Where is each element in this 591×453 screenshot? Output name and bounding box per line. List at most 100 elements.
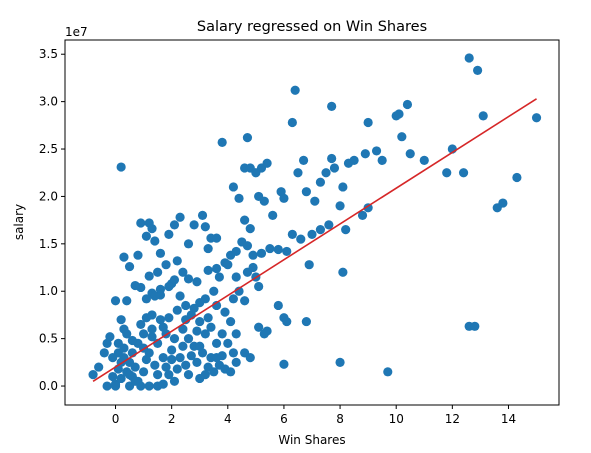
data-point xyxy=(141,294,151,304)
data-point xyxy=(338,267,348,277)
data-point xyxy=(321,168,331,178)
data-point xyxy=(217,351,227,361)
data-point xyxy=(442,168,452,178)
data-point xyxy=(254,322,264,332)
data-point xyxy=(245,352,255,363)
data-point xyxy=(470,321,480,331)
data-point xyxy=(116,162,126,172)
data-point xyxy=(531,113,542,123)
data-point xyxy=(169,220,180,230)
data-point xyxy=(349,155,359,166)
data-point xyxy=(189,220,199,230)
data-point xyxy=(155,315,166,325)
data-point xyxy=(108,371,118,382)
data-point xyxy=(211,338,222,348)
data-point xyxy=(242,267,253,277)
data-point xyxy=(138,367,149,377)
data-point xyxy=(183,274,194,284)
data-point xyxy=(186,351,196,361)
data-point xyxy=(102,381,112,391)
data-point xyxy=(397,132,407,142)
y-tick-label: 0.0 xyxy=(39,379,58,393)
x-tick-label: 8 xyxy=(336,412,344,426)
data-point xyxy=(298,155,309,166)
x-tick-label: 4 xyxy=(224,412,232,426)
x-tick-label: 6 xyxy=(280,412,288,426)
data-point xyxy=(124,370,135,380)
data-point xyxy=(211,233,222,243)
data-point xyxy=(192,357,202,367)
data-point xyxy=(473,65,483,75)
data-point xyxy=(498,198,508,208)
data-point xyxy=(220,307,230,317)
data-point xyxy=(178,267,188,277)
data-point xyxy=(158,379,168,389)
data-point xyxy=(116,315,126,325)
y-tick-label: 3.0 xyxy=(39,95,58,109)
data-point xyxy=(279,193,289,203)
data-point xyxy=(324,220,334,230)
data-point xyxy=(231,329,241,339)
data-point xyxy=(304,260,314,270)
data-point xyxy=(310,196,320,206)
data-point xyxy=(200,222,210,232)
data-point xyxy=(183,239,194,249)
data-point xyxy=(327,153,337,164)
data-point xyxy=(478,111,488,121)
data-point xyxy=(136,218,146,228)
data-point xyxy=(147,324,157,334)
data-point xyxy=(158,352,168,363)
data-point xyxy=(175,352,185,363)
data-point xyxy=(231,246,241,257)
data-point xyxy=(262,158,272,168)
data-point xyxy=(383,367,393,377)
data-point xyxy=(94,362,104,372)
data-point xyxy=(133,250,143,260)
data-point xyxy=(357,210,368,220)
data-point xyxy=(360,149,370,159)
data-point xyxy=(296,234,306,244)
data-point xyxy=(287,117,297,128)
data-point xyxy=(108,352,118,363)
data-point xyxy=(206,322,216,332)
y-tick-label: 2.0 xyxy=(39,189,58,203)
data-point xyxy=(195,316,205,327)
data-point xyxy=(259,196,269,206)
data-point xyxy=(153,370,163,380)
y-tick-label: 2.5 xyxy=(39,142,58,156)
data-point xyxy=(371,146,382,156)
x-tick-label: 0 xyxy=(112,412,120,426)
data-point xyxy=(175,291,185,301)
data-point xyxy=(110,381,121,391)
data-point xyxy=(169,334,180,344)
y-tick-label: 0.5 xyxy=(39,332,58,346)
data-point xyxy=(254,281,264,292)
data-point xyxy=(242,133,253,143)
x-tick-label: 2 xyxy=(168,412,176,426)
data-point xyxy=(223,260,233,270)
data-point xyxy=(147,224,157,234)
data-point xyxy=(127,335,137,346)
data-point xyxy=(172,256,182,266)
data-point xyxy=(256,248,267,258)
data-point xyxy=(226,316,236,327)
data-point xyxy=(99,348,109,358)
data-point xyxy=(327,101,337,111)
data-point xyxy=(335,357,345,367)
data-point xyxy=(335,201,345,211)
data-point xyxy=(172,305,182,315)
data-point xyxy=(240,215,250,225)
data-point xyxy=(405,149,415,159)
data-point xyxy=(161,362,171,372)
data-point xyxy=(209,286,219,296)
data-point xyxy=(234,193,244,203)
data-point xyxy=(211,263,222,274)
data-point xyxy=(329,163,340,173)
data-point xyxy=(110,296,121,306)
data-point xyxy=(315,177,326,187)
data-point xyxy=(301,316,311,327)
data-point xyxy=(164,281,174,292)
data-point xyxy=(338,182,348,192)
